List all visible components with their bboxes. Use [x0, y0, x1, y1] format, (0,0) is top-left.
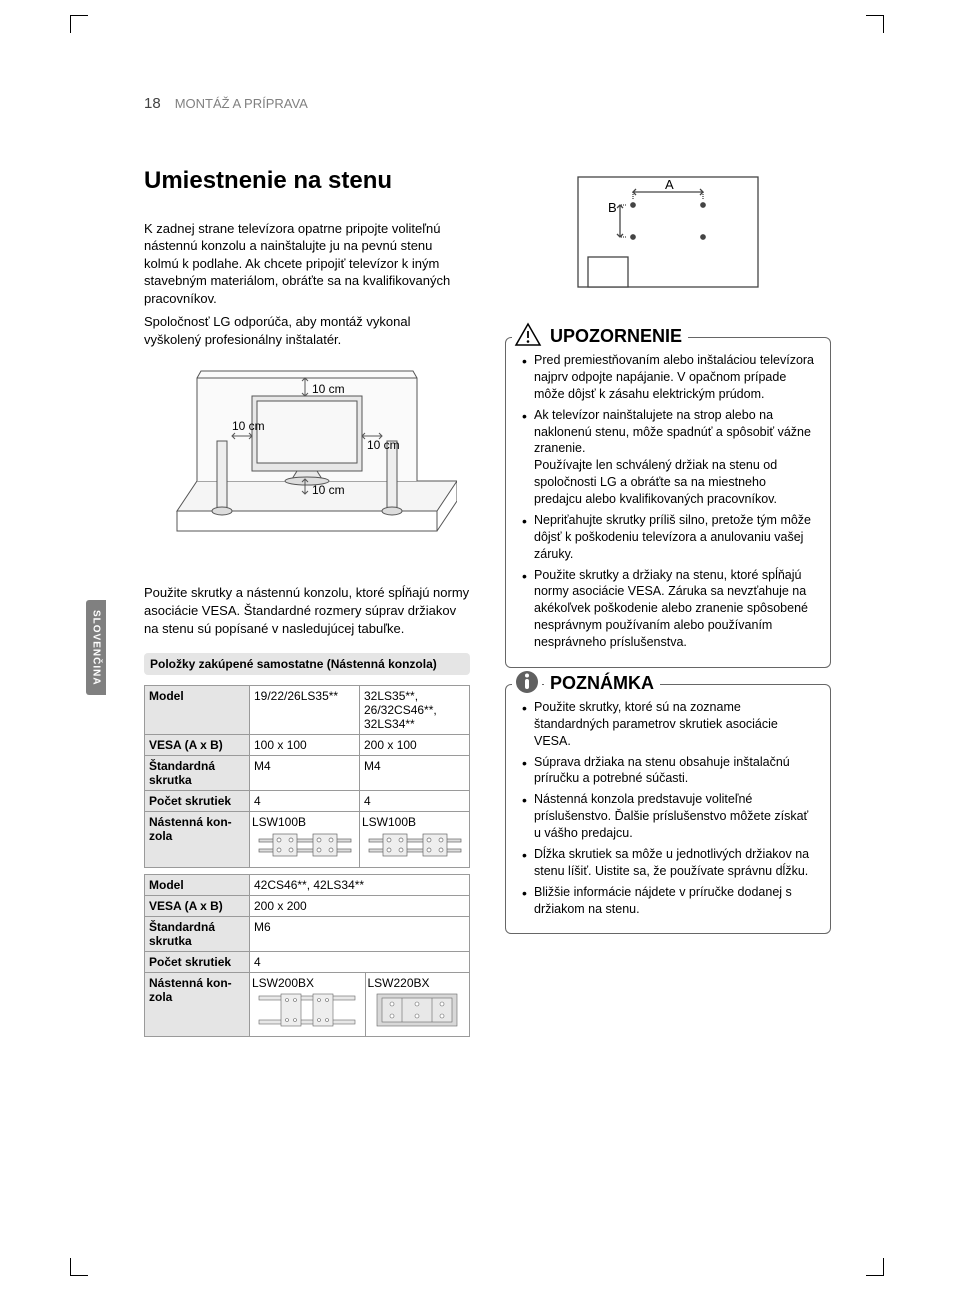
cell: Nástenná kon-zola: [145, 973, 250, 1037]
list-item: Použite skrutky, ktoré sú na zozname šta…: [520, 699, 816, 750]
svg-text:10 cm: 10 cm: [367, 438, 400, 452]
cell: LSW220BX: [365, 973, 470, 1037]
cell: 4: [250, 791, 360, 812]
note-list: Použite skrutky, ktoré sú na zozname šta…: [520, 699, 816, 918]
bracket-icon: [365, 829, 465, 861]
tv-clearance-illustration: 10 cm 10 cm 10 cm 10 cm: [157, 356, 457, 566]
crop-mark: [866, 1258, 884, 1276]
note-box: POZNÁMKA Použite skrutky, ktoré sú na zo…: [505, 684, 831, 935]
vesa-paragraph: Použite skrutky a nástennú konzolu, ktor…: [144, 584, 470, 637]
intro-paragraph-1: K zadnej strane televízora opatrne pripo…: [144, 220, 470, 308]
cell: 200 x 100: [360, 735, 470, 756]
svg-text:B: B: [608, 200, 617, 215]
caution-list: Pred premiestňovaním alebo inštaláciou t…: [520, 352, 816, 651]
cell: LSW100B: [360, 812, 470, 868]
cell: 4: [360, 791, 470, 812]
svg-text:10 cm: 10 cm: [232, 419, 265, 433]
list-item: Nástenná konzola predstavuje voliteľné p…: [520, 791, 816, 842]
bracket-icon: [257, 990, 357, 1030]
cell: 100 x 100: [250, 735, 360, 756]
list-item: Pred premiestňovaním alebo inštaláciou t…: [520, 352, 816, 403]
cell: Model: [145, 875, 250, 896]
cell: M4: [250, 756, 360, 791]
spec-table-2: Model 42CS46**, 42LS34** VESA (A x B) 20…: [144, 874, 470, 1037]
vesa-ab-diagram: A B: [568, 167, 768, 297]
intro-paragraph-2: Spoločnosť LG odporúča, aby montáž vykon…: [144, 313, 470, 348]
page-header: 18 MONTÁŽ A PRÍPRAVA: [144, 95, 848, 112]
cell: M6: [250, 917, 470, 952]
cell: 200 x 200: [250, 896, 470, 917]
cell: LSW200BX: [250, 973, 366, 1037]
cell: VESA (A x B): [145, 896, 250, 917]
cell: Nástenná kon-zola: [145, 812, 250, 868]
language-tab: SLOVENČINA: [86, 600, 106, 695]
list-item: Nepriťahujte skrutky príliš silno, preto…: [520, 512, 816, 563]
svg-text:A: A: [665, 177, 674, 192]
spec-table-1: Model 19/22/26LS35** 32LS35**, 26/32CS46…: [144, 685, 470, 868]
caution-box: UPOZORNENIE Pred premiestňovaním alebo i…: [505, 337, 831, 668]
caution-title: UPOZORNENIE: [544, 326, 688, 347]
cell: 19/22/26LS35**: [250, 686, 360, 735]
cell: Model: [145, 686, 250, 735]
list-item: Súprava držiaka na stenu obsahuje inštal…: [520, 754, 816, 788]
list-item: Ak televízor nainštalujete na strop aleb…: [520, 407, 816, 508]
note-title: POZNÁMKA: [544, 673, 660, 694]
cell: VESA (A x B): [145, 735, 250, 756]
cell: Počet skrutiek: [145, 791, 250, 812]
cell: Štandardná skrutka: [145, 756, 250, 791]
crop-mark: [70, 15, 88, 33]
list-item: Bližšie informácie nájdete v príručke do…: [520, 884, 816, 918]
separate-purchase-heading: Položky zakúpené samostatne (Nástenná ko…: [144, 653, 470, 675]
cell: 32LS35**, 26/32CS46**, 32LS34**: [360, 686, 470, 735]
crop-mark: [70, 1258, 88, 1276]
cell: M4: [360, 756, 470, 791]
caution-icon: [514, 322, 542, 348]
list-item: Použite skrutky a držiaky na stenu, ktor…: [520, 567, 816, 651]
bracket-icon: [255, 829, 355, 861]
note-icon: [514, 669, 540, 695]
cell: Štandardná skrutka: [145, 917, 250, 952]
cell: LSW100B: [250, 812, 360, 868]
cell: 42CS46**, 42LS34**: [250, 875, 470, 896]
crop-mark: [866, 15, 884, 33]
bracket-icon: [372, 990, 462, 1030]
page-number: 18: [144, 95, 161, 112]
header-section: MONTÁŽ A PRÍPRAVA: [175, 96, 308, 111]
svg-text:10 cm: 10 cm: [312, 382, 345, 396]
cell: Počet skrutiek: [145, 952, 250, 973]
page-title: Umiestnenie na stenu: [144, 167, 470, 195]
svg-text:10 cm: 10 cm: [312, 483, 345, 497]
cell: 4: [250, 952, 470, 973]
list-item: Dĺžka skrutiek sa môže u jednotlivých dr…: [520, 846, 816, 880]
